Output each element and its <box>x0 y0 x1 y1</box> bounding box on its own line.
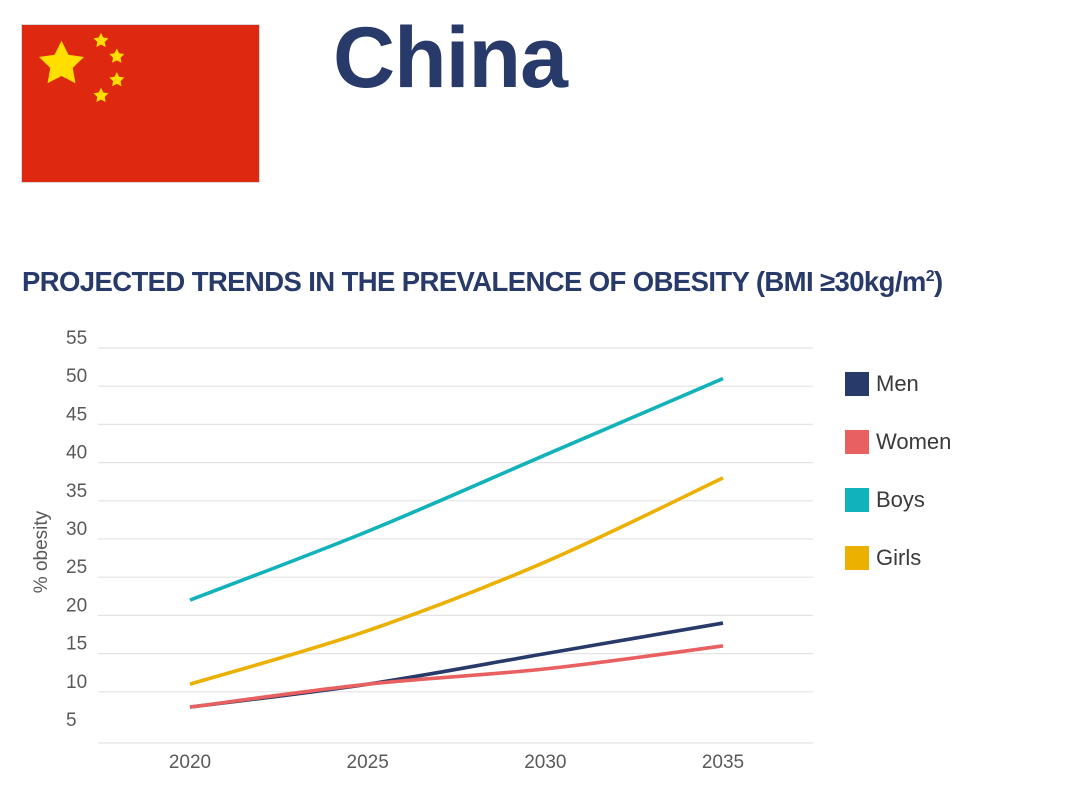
y-tick-label: 50 <box>66 366 87 387</box>
flag-small-star <box>109 48 125 63</box>
y-tick-label: 25 <box>66 557 87 578</box>
series-line-girls <box>189 476 724 686</box>
flag-small-star <box>93 87 109 103</box>
y-tick-label: 35 <box>66 481 87 502</box>
chart-title: PROJECTED TRENDS IN THE PREVALENCE OF OB… <box>22 262 943 302</box>
series-lines <box>189 376 724 709</box>
chart-title-suffix: ) <box>934 266 943 297</box>
legend-label-boys: Boys <box>876 487 925 512</box>
legend-swatch-girls <box>845 546 869 570</box>
flag-small-star <box>93 32 109 48</box>
x-tick-label: 2020 <box>169 752 211 773</box>
legend-swatch-boys <box>845 488 869 512</box>
series-line-boys <box>189 376 724 602</box>
china-flag-icon <box>21 24 260 183</box>
flag-small-star <box>109 72 125 87</box>
legend-item-women: Women <box>845 413 951 471</box>
legend-swatch-women <box>845 430 869 454</box>
y-tick-label: 40 <box>66 443 87 464</box>
x-tick-label: 2030 <box>524 752 566 773</box>
y-tick-label: 5 <box>66 710 77 731</box>
legend-swatch-men <box>845 372 869 396</box>
flag-field <box>22 25 259 182</box>
y-tick-label: 10 <box>66 672 87 693</box>
gridlines <box>98 347 813 744</box>
chart-legend: Men Women Boys Girls <box>845 355 951 587</box>
legend-item-boys: Boys <box>845 471 951 529</box>
series-line-men <box>189 621 724 709</box>
y-tick-label: 30 <box>66 519 87 540</box>
legend-label-women: Women <box>876 429 952 454</box>
page-title: China <box>333 10 568 106</box>
legend-item-girls: Girls <box>845 529 951 587</box>
legend-label-men: Men <box>876 371 919 396</box>
chart-title-superscript: 2 <box>925 267 935 285</box>
y-tick-label: 55 <box>66 330 87 349</box>
y-tick-label: 20 <box>66 595 87 616</box>
flag-large-star <box>38 40 85 84</box>
y-tick-labels: 5 10 15 20 25 30 35 40 45 50 55 <box>66 330 87 731</box>
y-axis-label: % obesity <box>31 510 52 593</box>
legend-item-men: Men <box>845 355 951 413</box>
x-tick-label: 2025 <box>347 752 389 773</box>
legend-label-girls: Girls <box>876 545 922 570</box>
series-line-women <box>189 644 724 709</box>
x-tick-labels: 2020 2025 2030 2035 <box>169 752 744 773</box>
y-tick-label: 45 <box>66 404 87 425</box>
x-tick-label: 2035 <box>702 752 744 773</box>
chart-title-text: PROJECTED TRENDS IN THE PREVALENCE OF OB… <box>22 266 926 297</box>
y-tick-label: 15 <box>66 634 87 655</box>
